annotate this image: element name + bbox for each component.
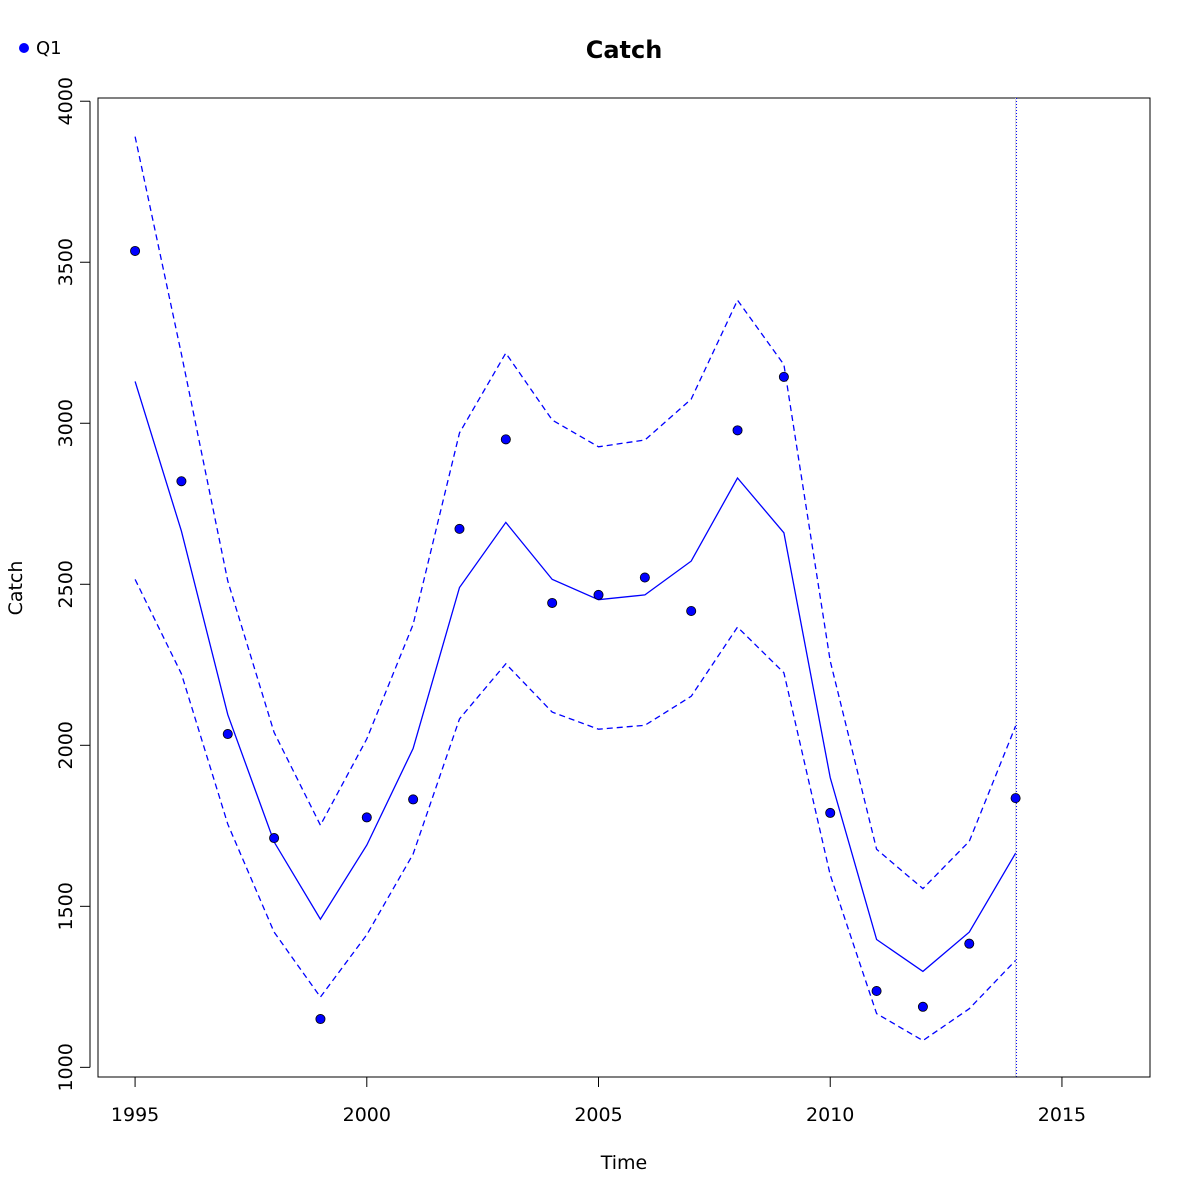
x-tick-label-2010: 2010 xyxy=(806,1104,854,1126)
data-point-2012 xyxy=(917,1001,928,1012)
data-point-2007 xyxy=(686,606,697,617)
data-point-2002 xyxy=(454,523,465,534)
chart-title: Catch xyxy=(586,36,663,64)
y-tick-label-3500: 3500 xyxy=(55,238,77,286)
y-tick-label-4000: 4000 xyxy=(55,77,77,125)
data-point-2006 xyxy=(639,572,650,583)
y-axis-label: Catch xyxy=(5,561,27,616)
series-fitted-line xyxy=(134,381,1017,973)
data-point-1996 xyxy=(176,476,187,487)
data-point-2013 xyxy=(964,938,975,949)
y-axis: 1000 1500 2000 2500 3000 3500 4000 xyxy=(55,77,91,1092)
x-tick-label-2000: 2000 xyxy=(343,1104,391,1126)
plot-frame xyxy=(97,97,1151,1078)
x-tick-label-2005: 2005 xyxy=(574,1104,622,1126)
y-tick-label-2000: 2000 xyxy=(55,721,77,769)
data-point-2011 xyxy=(871,986,882,997)
x-tick-label-2015: 2015 xyxy=(1038,1104,1086,1126)
x-axis-label: Time xyxy=(600,1152,648,1174)
data-point-1995 xyxy=(130,245,141,256)
legend-marker-q1 xyxy=(19,43,29,53)
data-point-2005 xyxy=(593,589,604,600)
data-point-2004 xyxy=(547,597,558,608)
series-layer xyxy=(134,136,1017,1042)
data-point-2001 xyxy=(408,794,419,805)
series-upper-bound-line xyxy=(134,136,1017,890)
points-layer xyxy=(130,245,1021,1025)
y-tick-label-1000: 1000 xyxy=(55,1043,77,1091)
data-point-2000 xyxy=(361,812,372,823)
legend-label-q1: Q1 xyxy=(36,38,62,59)
legend: Q1 xyxy=(19,38,62,59)
vertical-lines xyxy=(1015,98,1018,1077)
data-point-2008 xyxy=(732,425,743,436)
series-lower-bound-line xyxy=(134,579,1017,1042)
data-point-2003 xyxy=(500,434,511,445)
x-tick-label-1995: 1995 xyxy=(111,1104,159,1126)
y-tick-label-3000: 3000 xyxy=(55,399,77,447)
y-tick-label-2500: 2500 xyxy=(55,560,77,608)
data-point-2009 xyxy=(778,371,789,382)
y-tick-label-1500: 1500 xyxy=(55,882,77,930)
data-point-2014 xyxy=(1010,793,1021,804)
data-point-1997 xyxy=(222,729,233,740)
data-point-1998 xyxy=(269,833,280,844)
data-point-1999 xyxy=(315,1014,326,1025)
x-axis: 1995 2000 2005 2010 2015 xyxy=(111,1076,1086,1126)
data-point-2010 xyxy=(825,807,836,818)
